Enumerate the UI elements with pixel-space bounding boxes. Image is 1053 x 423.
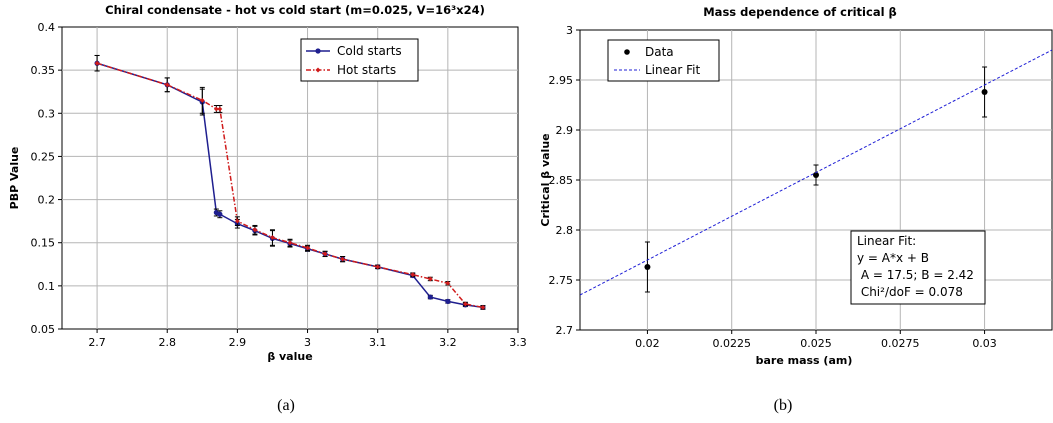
chart-b-x-axis-label: bare mass (am) — [756, 354, 853, 367]
series-line-0 — [96, 62, 484, 309]
fit-line-2: y = A*x + B — [857, 251, 929, 265]
chart-a-y-axis-label: PBP Value — [8, 147, 21, 210]
x-tick-label: 0.02 — [635, 337, 660, 350]
chart-a: Chiral condensate - hot vs cold start (m… — [8, 3, 527, 414]
x-tick-label: 2.7 — [88, 336, 106, 349]
data-point — [287, 240, 293, 246]
x-tick-label: 2.9 — [229, 336, 247, 349]
data-point — [375, 264, 381, 270]
data-point — [427, 294, 433, 300]
chart-b-series — [580, 49, 1052, 296]
data-point — [164, 82, 170, 88]
y-tick-label: 0.25 — [31, 150, 56, 163]
y-tick-label: 2.85 — [549, 174, 574, 187]
data-point — [217, 211, 223, 217]
data-point — [462, 301, 468, 307]
data-point — [480, 305, 486, 310]
y-tick-label: 2.9 — [556, 124, 574, 137]
legend-cold-marker — [315, 48, 321, 54]
chart-a-ticks: 2.7 2.8 2.9 3 3.1 3.2 3.3 0.05 0.1 0.15 0.2 0.25 0.3… — [31, 21, 527, 349]
data-point — [410, 272, 416, 278]
y-tick-label: 0.35 — [31, 64, 56, 77]
y-tick-label: 0.15 — [31, 237, 56, 250]
data-point — [322, 251, 328, 257]
x-tick-label: 3.3 — [509, 336, 527, 349]
y-tick-label: 0.1 — [38, 280, 56, 293]
y-tick-label: 0.2 — [38, 194, 56, 207]
legend-data-label: Data — [645, 45, 674, 59]
legend-data-marker — [624, 49, 630, 55]
x-tick-label: 3.2 — [439, 336, 457, 349]
fit-line-1: Linear Fit: — [857, 234, 916, 248]
data-point — [270, 235, 275, 240]
y-tick-label: 2.8 — [556, 224, 574, 237]
chart-b-ticks: 0.02 0.0225 0.025 0.0275 0.03 2.7 2.75 2.8 2.85 2… — [549, 24, 997, 350]
x-tick-label: 0.0275 — [881, 337, 920, 350]
chart-b-y-axis-label: Critical β value — [539, 133, 552, 226]
data-point — [644, 264, 651, 270]
y-tick-label: 0.3 — [38, 107, 56, 120]
fit-line-3: A = 17.5; B = 2.42 — [857, 268, 974, 282]
chart-a-title: Chiral condensate - hot vs cold start (m… — [105, 3, 485, 17]
chart-a-series — [94, 54, 486, 311]
x-tick-label: 0.03 — [972, 337, 997, 350]
x-tick-label: 2.8 — [158, 336, 176, 349]
chart-b: Mass dependence of critical β 0.02 0.0225… — [539, 5, 1053, 414]
y-tick-label: 3 — [566, 24, 573, 37]
chart-a-x-axis-label: β value — [267, 350, 312, 363]
legend-hot-label: Hot starts — [337, 63, 396, 77]
data-point — [445, 280, 451, 286]
fit-line-4: Chi²/doF = 0.078 — [857, 285, 963, 299]
chart-a-grid — [62, 27, 518, 329]
x-tick-label: 3 — [304, 336, 311, 349]
data-point — [234, 218, 240, 224]
data-point — [813, 172, 819, 178]
data-point — [981, 89, 988, 95]
data-point — [94, 60, 100, 66]
y-tick-label: 2.75 — [549, 274, 574, 287]
chart-b-title: Mass dependence of critical β — [703, 5, 897, 19]
data-point — [213, 106, 219, 112]
data-point — [340, 256, 346, 262]
y-tick-label: 0.4 — [38, 21, 56, 34]
y-tick-label: 2.95 — [549, 74, 574, 87]
chart-b-legend: Data Linear Fit — [607, 39, 720, 82]
data-point — [305, 245, 310, 251]
data-point — [252, 227, 258, 233]
data-point — [445, 298, 451, 304]
x-tick-label: 0.0225 — [712, 337, 751, 350]
x-tick-label: 0.025 — [800, 337, 832, 350]
chart-a-legend: Cold starts Hot starts — [300, 38, 419, 82]
legend-hot-marker — [315, 67, 321, 73]
y-tick-label: 2.7 — [556, 324, 574, 337]
caption-a: (a) — [277, 397, 295, 414]
data-point — [199, 97, 205, 103]
data-point — [427, 276, 433, 282]
legend-cold-label: Cold starts — [337, 44, 402, 58]
legend-fit-label: Linear Fit — [645, 63, 700, 77]
x-tick-label: 3.1 — [369, 336, 387, 349]
caption-b: (b) — [774, 397, 793, 414]
fit-results-box: Linear Fit: y = A*x + B A = 17.5; B = 2.… — [850, 230, 986, 305]
data-point — [217, 106, 223, 112]
y-tick-label: 0.05 — [31, 323, 56, 336]
chart-a-plot-area — [61, 26, 519, 330]
series-line-1 — [580, 49, 1052, 296]
